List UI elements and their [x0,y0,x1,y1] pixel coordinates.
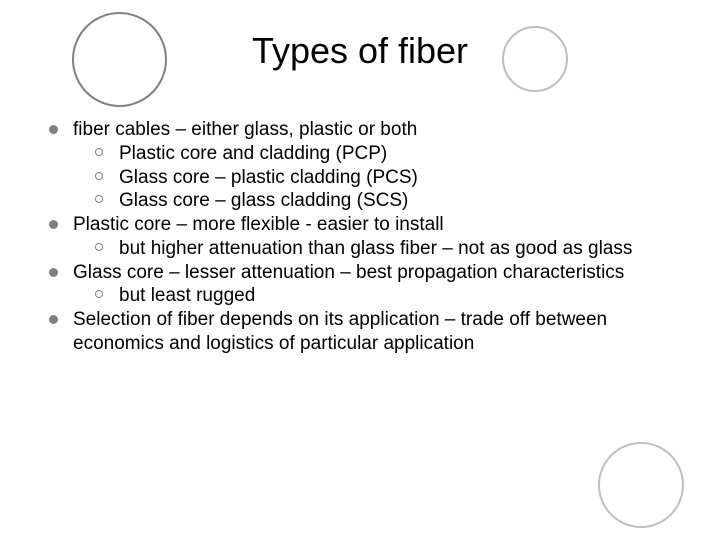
sub-list-item: Glass core – plastic cladding (PCS) [91,166,690,190]
sub-list-item: but least rugged [91,284,690,308]
sub-list-item-text: Plastic core and cladding (PCP) [119,143,387,164]
list-item: Glass core – lesser attenuation – best p… [45,261,690,309]
sub-list: but least rugged [73,284,690,308]
list-item: Plastic core – more flexible - easier to… [45,213,690,261]
sub-list-item: Plastic core and cladding (PCP) [91,142,690,166]
list-item: Selection of fiber depends on its applic… [45,308,690,356]
sub-list-item-text: Glass core – plastic cladding (PCS) [119,167,418,188]
sub-list-item-text: Glass core – glass cladding (SCS) [119,190,408,211]
decor-circle-3 [598,442,684,528]
slide-body: fiber cables – either glass, plastic or … [45,118,690,356]
slide-title: Types of fiber [0,30,720,72]
bullet-list: fiber cables – either glass, plastic or … [45,118,690,356]
list-item-text: Selection of fiber depends on its applic… [73,309,607,354]
list-item-text: Glass core – lesser attenuation – best p… [73,262,624,283]
list-item-text: Plastic core – more flexible - easier to… [73,214,444,235]
sub-list-item-text: but least rugged [119,285,255,306]
list-item-text: fiber cables – either glass, plastic or … [73,119,417,140]
sub-list-item-text: but higher attenuation than glass fiber … [119,238,632,259]
sub-list-item: but higher attenuation than glass fiber … [91,237,690,261]
sub-list: but higher attenuation than glass fiber … [73,237,690,261]
list-item: fiber cables – either glass, plastic or … [45,118,690,213]
sub-list: Plastic core and cladding (PCP) Glass co… [73,142,690,213]
sub-list-item: Glass core – glass cladding (SCS) [91,189,690,213]
